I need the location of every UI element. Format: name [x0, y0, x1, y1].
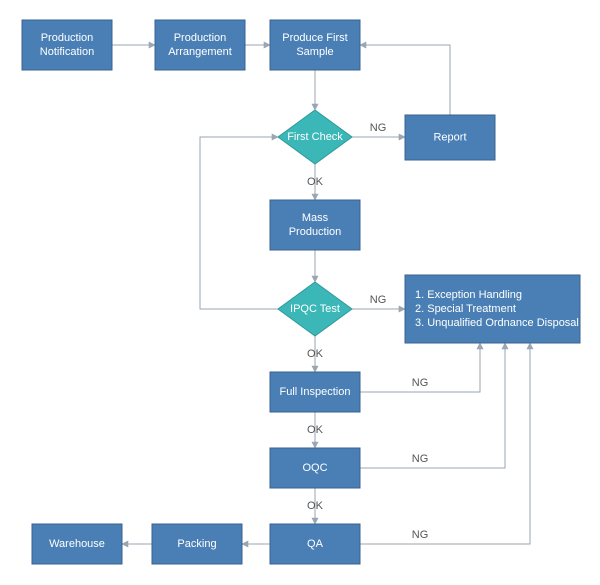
node-n4: Report	[405, 115, 495, 160]
edge-label-e9: OK	[307, 348, 324, 360]
node-n8: OQC	[270, 448, 360, 488]
node-label-n2-1: Arrangement	[168, 46, 232, 58]
node-n9: QA	[270, 524, 360, 564]
production-flowchart: NG OK NG OK OK OK NG NG NG Production Notificatio…	[0, 0, 600, 585]
node-label-n3-0: Produce First	[282, 32, 347, 44]
node-n1: Production Notification	[22, 20, 112, 70]
node-n11: Warehouse	[32, 524, 122, 564]
node-label-d2-0: IPQC Test	[290, 303, 340, 315]
node-label-d1-0: First Check	[287, 131, 343, 143]
node-label-n5-1: Production	[289, 226, 342, 238]
edge-e5	[360, 45, 450, 115]
edge-label-e8: NG	[370, 294, 387, 306]
node-label-n1-0: Production	[41, 32, 94, 44]
node-label-n6-1: 2. Special Treatment	[415, 303, 516, 315]
edge-label-e6: OK	[307, 176, 324, 188]
node-label-n8-0: OQC	[302, 462, 327, 474]
edge-label-e13: NG	[412, 453, 429, 465]
node-n10: Packing	[152, 524, 242, 564]
node-d1: First Check	[278, 110, 352, 164]
node-n3: Produce First Sample	[270, 20, 360, 70]
node-n6: 1. Exception Handling 2. Special Treatmen…	[405, 275, 580, 343]
node-label-n1-1: Notification	[40, 46, 94, 58]
node-n7: Full Inspection	[270, 372, 360, 412]
edge-e8b	[200, 137, 278, 309]
edge-label-e12: NG	[412, 377, 429, 389]
node-label-n11-0: Warehouse	[49, 538, 105, 550]
node-label-n5-0: Mass	[302, 212, 329, 224]
node-n2: Production Arrangement	[155, 20, 245, 70]
node-label-n3-1: Sample	[296, 46, 333, 58]
node-label-n9-0: QA	[307, 538, 324, 550]
node-n5: Mass Production	[270, 200, 360, 250]
node-label-n10-0: Packing	[177, 538, 216, 550]
edge-label-e10: OK	[307, 424, 324, 436]
edge-label-e14: NG	[412, 529, 429, 541]
edge-label-e11: OK	[307, 500, 324, 512]
node-label-n6-2: 3. Unqualified Ordnance Disposal	[415, 317, 579, 329]
node-label-n4-0: Report	[433, 131, 466, 143]
edge-e13	[360, 343, 505, 468]
node-label-n6-0: 1. Exception Handling	[415, 289, 522, 301]
node-label-n7-0: Full Inspection	[280, 386, 351, 398]
node-label-n2-0: Production	[174, 32, 227, 44]
node-d2: IPQC Test	[278, 282, 352, 336]
edge-label-e4: NG	[370, 122, 387, 134]
nodes-group: Production Notification Production Arrangem…	[22, 20, 580, 564]
